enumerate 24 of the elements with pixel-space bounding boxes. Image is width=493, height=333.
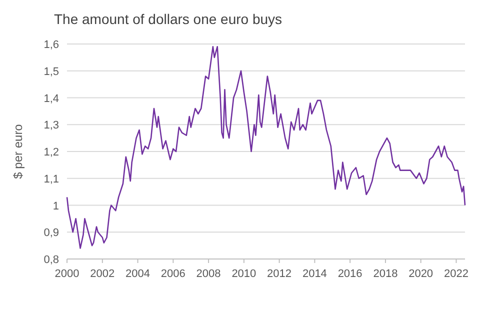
y-tick-label: 1 [52, 200, 59, 212]
y-tick-label: 0,8 [44, 254, 59, 266]
y-tick-label: 1,1 [44, 173, 59, 186]
x-tick-label: 2020 [408, 268, 434, 280]
x-tick-label: 2016 [338, 268, 362, 280]
chart-title: The amount of dollars one euro buys [54, 11, 282, 27]
x-tick-label: 2018 [373, 268, 398, 280]
x-tick-label: 2004 [126, 268, 150, 280]
x-tick-label: 2012 [267, 268, 292, 280]
x-tick-label: 2010 [232, 268, 256, 280]
x-tick-label: 2000 [54, 268, 80, 280]
y-tick-label: 0,9 [44, 227, 59, 240]
y-tick-label: 1,3 [44, 120, 59, 132]
y-axis-title: $ per euro [11, 124, 25, 179]
y-tick-label: 1,5 [44, 66, 59, 78]
y-tick-label: 1,4 [44, 92, 59, 105]
x-tick-label: 2008 [196, 268, 221, 280]
y-tick-label: 1,6 [44, 39, 59, 51]
x-tick-label: 2006 [160, 268, 186, 280]
line-series [66, 46, 466, 249]
x-tick-label: 2002 [90, 268, 115, 280]
x-tick-label: 2014 [302, 268, 327, 280]
x-tick-label: 2022 [444, 268, 468, 280]
y-tick-label: 1,2 [44, 146, 59, 158]
